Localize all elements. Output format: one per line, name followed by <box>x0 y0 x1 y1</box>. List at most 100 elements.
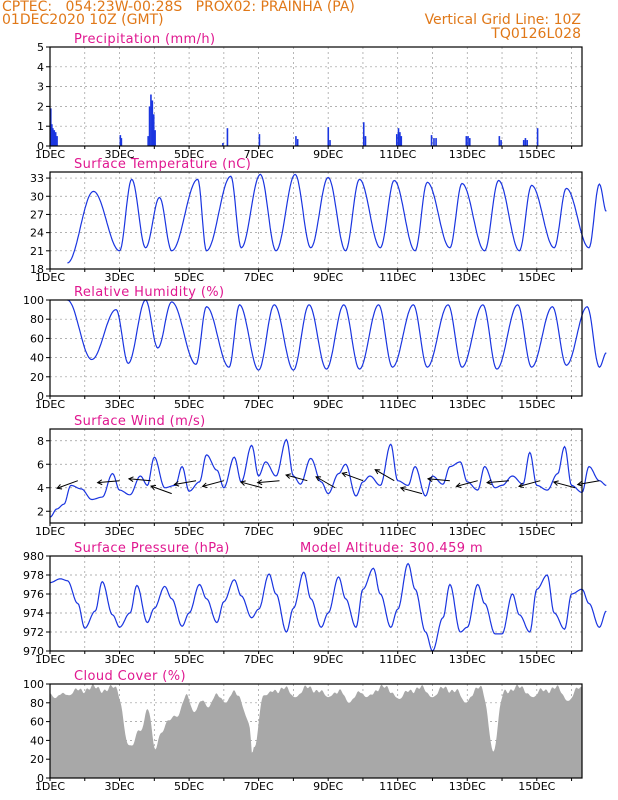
precipitation-bar <box>467 136 469 146</box>
temperature-frame <box>49 171 583 270</box>
humidity-series-line <box>67 299 607 371</box>
humidity-xtick-label: 5DEC <box>174 398 204 411</box>
wind-panel: Surface Wind (m/s) 2 4 6 8 1DEC 3DEC 5DEC 7DEC 9D… <box>35 414 607 538</box>
wind-wind-vector <box>257 480 280 484</box>
humidity-frame <box>49 299 583 397</box>
pressure-ytick-label: 978 <box>23 569 44 582</box>
wind-wind-vector <box>400 487 423 495</box>
pressure-frame <box>49 555 583 652</box>
temperature-ytick-label: 24 <box>30 227 44 240</box>
wind-wind-vector <box>240 481 263 489</box>
precipitation-bar <box>52 128 54 146</box>
wind-ytick-label: 2 <box>37 505 44 518</box>
wind-wind-vector <box>128 478 151 482</box>
wind-wind-vector <box>285 474 308 482</box>
precipitation-bar <box>522 140 525 146</box>
precipitation-bar <box>258 134 261 146</box>
precipitation-bar <box>54 132 57 146</box>
wind-wind-arrowhead <box>399 486 406 492</box>
pressure-ytick-label: 976 <box>23 588 44 601</box>
pressure-ytick-label: 972 <box>23 626 44 639</box>
precipitation-ytick-label: 1 <box>37 120 44 133</box>
temperature-ytick-label: 27 <box>30 208 44 221</box>
wind-wind-vector <box>374 469 395 482</box>
wind-xtick-label: 1DEC <box>35 525 65 538</box>
cloud-cover-xtick-label: 11DEC <box>379 780 416 793</box>
precipitation-bar <box>51 124 53 146</box>
wind-frame <box>49 428 583 524</box>
cloud-cover-panel: Cloud Cover (%) 0 20 40 60 80 100 1DEC 3DEC 5DEC 7… <box>23 669 583 793</box>
precipitation-bar <box>399 132 401 146</box>
precipitation-bar <box>397 128 400 146</box>
temperature-xtick-label: 3DEC <box>104 271 134 284</box>
humidity-ytick-label: 60 <box>30 332 44 345</box>
cloud-cover-area <box>50 684 582 778</box>
wind-ytick-label: 4 <box>37 482 44 495</box>
precipitation-bar <box>120 138 123 146</box>
humidity-xtick-label: 11DEC <box>379 398 416 411</box>
wind-wind-vector <box>342 472 364 482</box>
header-model: TQ0126L028 <box>491 26 581 42</box>
wind-wind-arrowhead <box>315 476 322 482</box>
humidity-xtick-label: 3DEC <box>104 398 134 411</box>
precipitation-bar <box>151 100 154 146</box>
precipitation-bar <box>468 138 471 146</box>
temperature-xtick-label: 9DEC <box>313 271 343 284</box>
precipitation-bar <box>526 140 528 146</box>
cloud-cover-ytick-label: 100 <box>23 678 44 691</box>
precipitation-title: Precipitation (mm/h) <box>74 32 215 47</box>
wind-wind-vector <box>577 480 600 486</box>
wind-xtick-label: 5DEC <box>174 525 204 538</box>
cloud-cover-title: Cloud Cover (%) <box>74 669 186 684</box>
temperature-panel: Surface Temperature (nC) 18 21 24 27 30 33 1DEC… <box>30 157 607 284</box>
pressure-subtitle: Model Altitude: 300.459 m <box>300 541 483 556</box>
wind-wind-arrowhead <box>256 479 263 486</box>
pressure-series-line <box>49 562 607 652</box>
wind-wind-arrowhead <box>173 481 180 487</box>
header-station: CPTEC: 054:23W-00:28S PROX02: PRAINHA (P… <box>2 0 355 15</box>
pressure-title: Surface Pressure (hPa) <box>74 541 230 556</box>
pressure-xtick-label: 9DEC <box>313 653 343 666</box>
wind-wind-arrowhead <box>486 479 492 486</box>
wind-wind-arrowhead <box>127 476 134 482</box>
precipitation-bar <box>295 136 297 146</box>
humidity-xtick-label: 7DEC <box>244 398 274 411</box>
precipitation-bar <box>147 136 149 146</box>
wind-wind-arrowhead <box>455 482 462 489</box>
humidity-panel: Relative Humidity (%) 0 20 40 60 80 100 1DEC 3DE… <box>23 285 607 411</box>
wind-wind-vector <box>427 478 450 482</box>
temperature-xtick-label: 11DEC <box>379 271 416 284</box>
wind-wind-arrowhead <box>576 481 583 487</box>
pressure-xtick-label: 13DEC <box>449 653 486 666</box>
precipitation-bar <box>430 135 433 146</box>
precipitation-ytick-label: 0 <box>37 140 44 153</box>
precipitation-xtick-label: 13DEC <box>449 148 486 161</box>
wind-wind-vector <box>315 476 336 489</box>
wind-wind-arrowhead <box>96 479 103 486</box>
precipitation-bar <box>150 94 152 146</box>
pressure-xtick-label: 3DEC <box>104 653 134 666</box>
wind-wind-vector <box>456 480 478 487</box>
temperature-xtick-label: 7DEC <box>244 271 274 284</box>
wind-wind-arrowhead <box>518 482 525 489</box>
precipitation-bar <box>119 135 122 146</box>
wind-wind-arrowhead <box>552 480 559 486</box>
humidity-title: Relative Humidity (%) <box>74 285 225 300</box>
temperature-xtick-label: 13DEC <box>449 271 486 284</box>
wind-xtick-label: 7DEC <box>244 525 274 538</box>
humidity-xtick-label: 1DEC <box>35 398 65 411</box>
wind-wind-vector <box>56 480 78 489</box>
precipitation-bar <box>433 138 435 146</box>
temperature-ytick-label: 30 <box>30 190 44 203</box>
precipitation-bar <box>296 139 299 146</box>
precipitation-bar <box>362 122 365 146</box>
precipitation-xtick-label: 15DEC <box>518 148 555 161</box>
wind-wind-vector <box>487 480 510 484</box>
humidity-ytick-label: 20 <box>30 371 44 384</box>
wind-ytick-label: 8 <box>37 435 44 448</box>
pressure-xtick-label: 15DEC <box>518 653 555 666</box>
temperature-ytick-label: 18 <box>30 263 44 276</box>
cloud-cover-xtick-label: 9DEC <box>313 780 343 793</box>
precipitation-panel: Precipitation (mm/h) 0 1 2 3 4 5 1DEC 3DEC 5DEC 7D… <box>35 32 583 161</box>
wind-xtick-label: 3DEC <box>104 525 134 538</box>
